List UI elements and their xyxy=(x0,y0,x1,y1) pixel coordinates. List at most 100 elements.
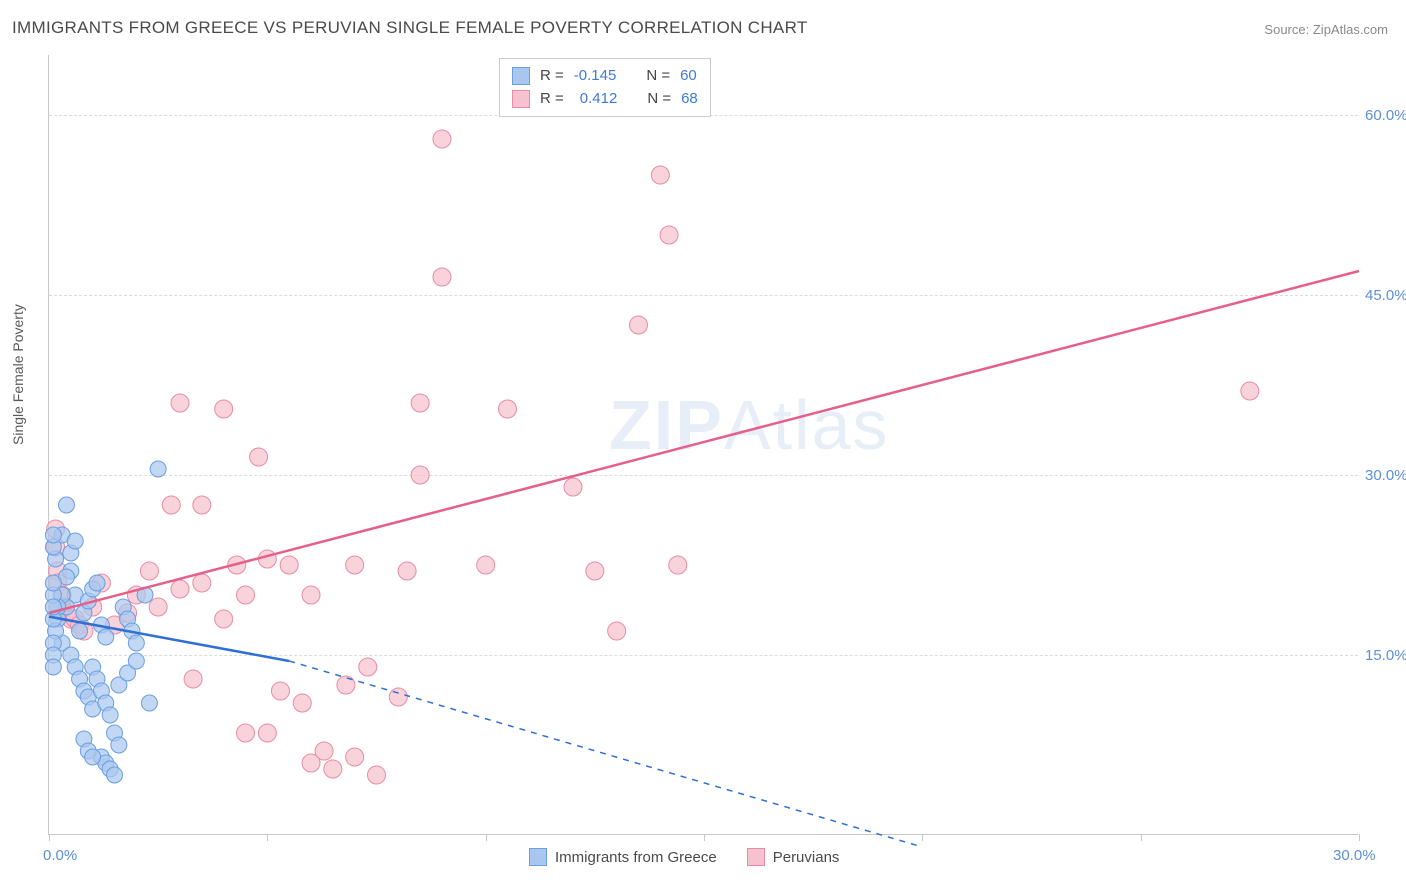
scatter-point xyxy=(45,575,61,591)
ytick-label: 30.0% xyxy=(1365,467,1406,484)
scatter-point xyxy=(162,496,180,514)
swatch-peruvian-2 xyxy=(747,848,765,866)
scatter-point xyxy=(111,737,127,753)
scatter-point xyxy=(184,670,202,688)
scatter-point xyxy=(98,629,114,645)
scatter-point xyxy=(346,556,364,574)
r-value-greece: -0.145 xyxy=(574,65,617,88)
scatter-point xyxy=(45,659,61,675)
trend-line xyxy=(49,271,1359,613)
correlation-stats-box: R = -0.145 N = 60 R = 0.412 N = 68 xyxy=(499,58,711,117)
scatter-point xyxy=(324,760,342,778)
scatter-point xyxy=(660,226,678,244)
ytick-label: 60.0% xyxy=(1365,107,1406,124)
n-value-greece: 60 xyxy=(680,65,697,88)
scatter-point xyxy=(89,575,105,591)
trend-line xyxy=(289,661,922,847)
scatter-point xyxy=(630,316,648,334)
scatter-point xyxy=(102,707,118,723)
xtick xyxy=(267,834,268,841)
scatter-point xyxy=(72,623,88,639)
scatter-point xyxy=(215,400,233,418)
r-value-peruvian: 0.412 xyxy=(574,88,618,111)
chart-title: IMMIGRANTS FROM GREECE VS PERUVIAN SINGL… xyxy=(12,18,808,38)
xtick xyxy=(922,834,923,841)
xtick xyxy=(704,834,705,841)
scatter-point xyxy=(1241,382,1259,400)
scatter-point xyxy=(477,556,495,574)
scatter-point xyxy=(107,767,123,783)
legend-label-greece: Immigrants from Greece xyxy=(555,849,717,866)
scatter-point xyxy=(368,766,386,784)
scatter-point xyxy=(315,742,333,760)
scatter-point xyxy=(608,622,626,640)
legend-item-peruvian: Peruvians xyxy=(747,848,840,866)
scatter-point xyxy=(237,586,255,604)
scatter-point xyxy=(669,556,687,574)
plot-area: ZIPAtlas 15.0%30.0%45.0%60.0% 0.0%30.0% … xyxy=(48,55,1358,835)
scatter-point xyxy=(337,676,355,694)
r-label-2: R = xyxy=(540,88,564,111)
y-axis-label: Single Female Poverty xyxy=(10,304,26,445)
xtick xyxy=(1359,834,1360,841)
scatter-point xyxy=(237,724,255,742)
xtick xyxy=(49,834,50,841)
ytick-label: 45.0% xyxy=(1365,287,1406,304)
scatter-point xyxy=(411,466,429,484)
legend-label-peruvian: Peruvians xyxy=(773,849,840,866)
swatch-greece xyxy=(512,67,530,85)
scatter-point xyxy=(193,496,211,514)
source-name: ZipAtlas.com xyxy=(1313,22,1388,37)
source-attribution: Source: ZipAtlas.com xyxy=(1264,22,1388,37)
scatter-svg xyxy=(49,55,1358,834)
scatter-point xyxy=(564,478,582,496)
scatter-point xyxy=(293,694,311,712)
ytick-label: 15.0% xyxy=(1365,647,1406,664)
scatter-point xyxy=(346,748,364,766)
n-label: N = xyxy=(646,65,670,88)
scatter-point xyxy=(58,497,74,513)
source-label: Source: xyxy=(1264,22,1309,37)
scatter-point xyxy=(302,586,320,604)
legend-item-greece: Immigrants from Greece xyxy=(529,848,717,866)
r-label: R = xyxy=(540,65,564,88)
scatter-point xyxy=(359,658,377,676)
swatch-peruvian xyxy=(512,90,530,108)
scatter-point xyxy=(45,527,61,543)
scatter-point xyxy=(149,598,167,616)
scatter-point xyxy=(258,724,276,742)
scatter-point xyxy=(140,562,158,580)
scatter-point xyxy=(141,695,157,711)
stats-row-peruvian: R = 0.412 N = 68 xyxy=(512,88,698,111)
scatter-point xyxy=(411,394,429,412)
scatter-point xyxy=(193,574,211,592)
scatter-point xyxy=(499,400,517,418)
scatter-point xyxy=(67,533,83,549)
scatter-point xyxy=(651,166,669,184)
scatter-point xyxy=(398,562,416,580)
scatter-point xyxy=(128,653,144,669)
stats-row-greece: R = -0.145 N = 60 xyxy=(512,65,698,88)
xtick-label: 0.0% xyxy=(43,847,77,864)
scatter-point xyxy=(250,448,268,466)
scatter-point xyxy=(171,394,189,412)
n-value-peruvian: 68 xyxy=(681,88,698,111)
scatter-point xyxy=(171,580,189,598)
scatter-point xyxy=(433,130,451,148)
scatter-point xyxy=(280,556,298,574)
scatter-point xyxy=(389,688,407,706)
swatch-greece-2 xyxy=(529,848,547,866)
scatter-point xyxy=(586,562,604,580)
scatter-point xyxy=(271,682,289,700)
n-label-2: N = xyxy=(647,88,671,111)
chart-container: IMMIGRANTS FROM GREECE VS PERUVIAN SINGL… xyxy=(0,0,1406,892)
scatter-point xyxy=(258,550,276,568)
xtick xyxy=(486,834,487,841)
scatter-point xyxy=(85,749,101,765)
xtick xyxy=(1141,834,1142,841)
scatter-point xyxy=(215,610,233,628)
bottom-legend: Immigrants from Greece Peruvians xyxy=(529,848,839,866)
xtick-label: 30.0% xyxy=(1333,847,1376,864)
scatter-point xyxy=(128,635,144,651)
scatter-point xyxy=(150,461,166,477)
